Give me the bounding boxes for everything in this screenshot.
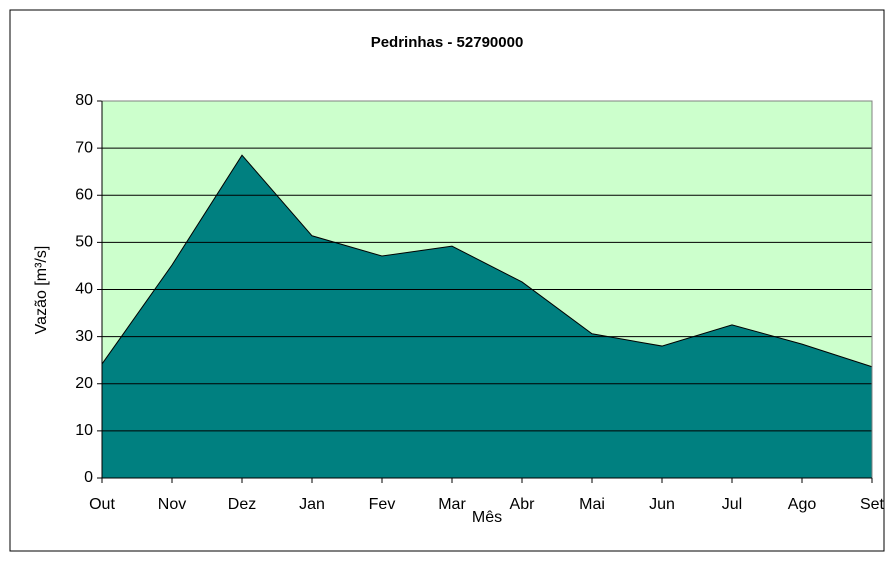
y-tick-label: 40: [75, 281, 93, 298]
y-tick-label: 80: [75, 92, 93, 109]
x-tick-label: Set: [860, 496, 885, 513]
area: [102, 155, 872, 478]
x-tick-label: Ago: [788, 496, 817, 513]
y-tick-label: 70: [75, 139, 93, 156]
x-tick-label: Jan: [299, 496, 325, 513]
y-tick-label: 10: [75, 422, 93, 439]
y-tick-label: 20: [75, 375, 93, 392]
x-tick-label: Mai: [579, 496, 605, 513]
y-axis-label: Vazão [m³/s]: [33, 246, 50, 335]
x-tick-label: Fev: [369, 496, 396, 513]
x-tick-label: Out: [89, 496, 115, 513]
x-tick-label: Jun: [649, 496, 675, 513]
chart-title: Pedrinhas - 52790000: [371, 34, 524, 51]
x-tick-label: Jul: [722, 496, 742, 513]
x-tick-label: Mar: [438, 496, 466, 513]
y-tick-label: 50: [75, 234, 93, 251]
area-outline: [101, 154, 873, 368]
y-tick-label: 0: [84, 469, 93, 486]
x-tick-label: Nov: [158, 496, 186, 513]
x-tick-label: Dez: [228, 496, 256, 513]
x-axis-label: Mês: [472, 509, 502, 526]
x-tick-label: Abr: [510, 496, 536, 513]
y-tick-label: 30: [75, 328, 93, 345]
y-tick-label: 60: [75, 186, 93, 203]
